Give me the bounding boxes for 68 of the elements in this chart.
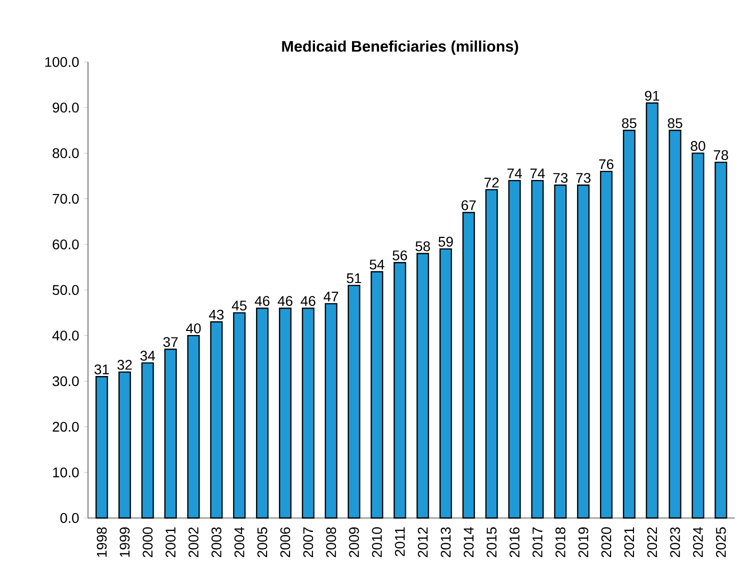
x-tick-label: 2004 [234, 527, 244, 558]
chart-title: Medicaid Beneficiaries (millions) [282, 40, 518, 55]
x-tick-label: 2015 [486, 527, 497, 558]
x-tick-label: 2005 [257, 527, 268, 558]
data-label: 37 [163, 337, 178, 348]
x-tick-label: 1999 [120, 527, 130, 557]
data-label: 59 [438, 236, 453, 247]
data-label: 73 [553, 172, 568, 183]
data-label: 34 [140, 350, 155, 361]
x-tick-label: 1998 [96, 527, 107, 557]
x-tick-label: 2013 [440, 527, 451, 558]
data-label: 73 [576, 172, 590, 183]
data-label: 80 [690, 141, 706, 151]
x-tick-label: 2024 [693, 527, 703, 558]
data-label: 85 [622, 118, 636, 128]
x-tick-label: 2002 [188, 527, 198, 558]
data-label: 74 [507, 168, 522, 178]
y-tick-label: 80.0 [52, 148, 79, 158]
data-label: 72 [484, 178, 499, 188]
x-tick-label: 2014 [464, 527, 474, 558]
x-tick-label: 2020 [601, 527, 612, 558]
data-label: 67 [462, 200, 476, 210]
data-label: 51 [346, 273, 362, 284]
data-label: 45 [232, 300, 247, 311]
data-label: 91 [644, 90, 660, 101]
x-tick-label: 2011 [394, 527, 405, 556]
x-tick-label: 2012 [418, 527, 428, 558]
y-tick-label: 10.0 [53, 467, 79, 478]
data-label: 74 [530, 168, 545, 178]
x-tick-label: 2022 [647, 527, 658, 558]
data-label: 54 [370, 260, 384, 270]
x-tick-label: 2006 [280, 527, 290, 558]
data-label: 46 [278, 296, 292, 306]
y-tick-label: 20.0 [52, 422, 79, 432]
x-tick-label: 2025 [716, 527, 726, 558]
y-tick-label: 90.0 [52, 102, 79, 113]
y-tick-label: 100.0 [45, 57, 79, 67]
x-tick-label: 2019 [578, 527, 588, 558]
data-label: 31 [94, 364, 109, 374]
data-label: 78 [714, 150, 728, 160]
x-tick-label: 2021 [624, 527, 634, 558]
data-label: 56 [392, 250, 408, 260]
x-tick-label: 2009 [349, 527, 359, 558]
y-tick-label: 0.0 [60, 513, 79, 523]
y-tick-label: 60.0 [52, 239, 79, 250]
x-tick-label: 2007 [303, 527, 314, 558]
data-label: 76 [599, 159, 614, 170]
data-label: 58 [416, 241, 430, 252]
data-label: 85 [668, 118, 682, 128]
data-label: 47 [324, 292, 338, 302]
y-tick-label: 40.0 [52, 330, 79, 341]
data-label: 46 [254, 296, 270, 306]
x-tick-label: 2016 [510, 527, 520, 558]
data-label: 40 [186, 323, 201, 334]
x-tick-label: 2017 [532, 527, 542, 558]
data-label: 46 [300, 296, 316, 306]
x-tick-label: 2018 [555, 527, 566, 558]
y-tick-label: 50.0 [52, 285, 79, 295]
data-label: 32 [117, 360, 132, 370]
x-tick-label: 2003 [211, 527, 222, 558]
x-tick-label: 2001 [166, 527, 176, 558]
y-tick-label: 30.0 [52, 376, 79, 386]
x-tick-label: 2023 [670, 527, 680, 558]
x-tick-label: 2000 [142, 527, 153, 558]
y-tick-label: 70.0 [52, 194, 79, 204]
data-label: 43 [208, 310, 224, 320]
x-tick-label: 2010 [372, 527, 382, 558]
x-tick-label: 2008 [326, 527, 336, 558]
